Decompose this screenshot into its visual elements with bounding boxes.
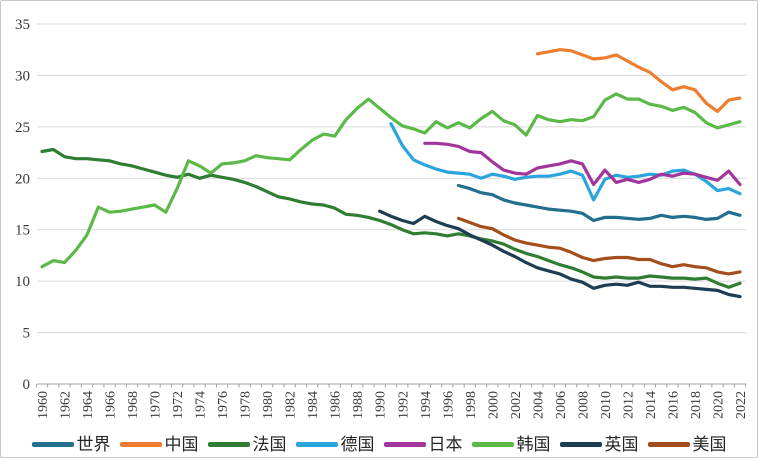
y-tick-label: 25 — [15, 120, 30, 136]
legend-line-swatch-usa — [647, 442, 690, 447]
legend-line-swatch-uk — [559, 442, 602, 447]
legend-item-china: 中国 — [119, 435, 199, 454]
legend-item-usa: 美国 — [647, 435, 727, 454]
x-tick-label: 2020 — [711, 391, 726, 419]
series-line-world — [456, 183, 742, 223]
legend-line-swatch-germany — [295, 442, 338, 447]
y-tick-label: 10 — [15, 274, 30, 290]
x-tick-label: 1992 — [396, 391, 411, 419]
legend-label-japan: 日本 — [428, 435, 463, 454]
x-tick-label: 1976 — [216, 391, 231, 419]
x-tick-label: 1962 — [59, 391, 74, 419]
legend-label-france: 法国 — [252, 435, 287, 454]
y-tick-label: 5 — [23, 326, 31, 342]
x-tick-label: 1960 — [36, 391, 51, 419]
legend-item-france: 法国 — [207, 435, 287, 454]
x-tick-label: 1966 — [104, 391, 119, 419]
x-tick-label: 1978 — [239, 391, 254, 419]
y-tick-label: 35 — [15, 17, 30, 33]
chart-legend: 世界 中国 法国 德国 日本 韩国 英国 美国 — [1, 436, 757, 453]
legend-line-swatch-korea — [471, 442, 514, 447]
legend-item-world: 世界 — [31, 435, 111, 454]
legend-item-uk: 英国 — [559, 435, 639, 454]
y-tick-label: 0 — [23, 377, 31, 393]
x-tick-label: 2022 — [734, 391, 749, 419]
x-tick-label: 2016 — [666, 391, 681, 419]
legend-label-germany: 德国 — [340, 435, 375, 454]
series-line-france — [40, 147, 742, 289]
y-tick-label: 30 — [15, 68, 30, 84]
y-tick-label: 20 — [15, 171, 30, 187]
legend-label-usa: 美国 — [692, 435, 727, 454]
x-tick-label: 1996 — [441, 391, 456, 419]
legend-label-korea: 韩国 — [516, 435, 551, 454]
series-line-usa — [456, 216, 742, 276]
x-tick-label: 1972 — [171, 391, 186, 419]
y-tick-label: 15 — [15, 223, 30, 239]
x-tick-label: 2008 — [576, 391, 591, 419]
legend-item-germany: 德国 — [295, 435, 375, 454]
x-tick-label: 1974 — [194, 391, 209, 419]
x-tick-label: 1982 — [284, 391, 299, 419]
legend-line-swatch-japan — [383, 442, 426, 447]
series-line-uk — [378, 209, 742, 299]
x-tick-label: 1968 — [126, 391, 141, 419]
legend-line-swatch-world — [31, 442, 74, 447]
x-tick-label: 1988 — [351, 391, 366, 419]
x-tick-label: 2000 — [486, 391, 501, 419]
x-tick-label: 1986 — [329, 391, 344, 419]
legend-item-japan: 日本 — [383, 435, 463, 454]
series-line-china — [535, 48, 742, 114]
x-tick-label: 1994 — [419, 391, 434, 419]
legend-line-swatch-france — [207, 442, 250, 447]
legend-label-world: 世界 — [76, 435, 111, 454]
x-tick-label: 1998 — [464, 391, 479, 419]
x-tick-label: 2014 — [644, 391, 659, 419]
series-line-japan — [423, 141, 742, 187]
x-tick-label: 2006 — [554, 391, 569, 419]
x-tick-label: 2004 — [531, 391, 546, 419]
series-line-korea — [40, 92, 742, 269]
x-tick-label: 1970 — [149, 391, 164, 419]
series-line-germany — [389, 122, 742, 202]
x-tick-label: 2018 — [689, 391, 704, 419]
x-tick-label: 1984 — [306, 391, 321, 419]
legend-line-swatch-china — [119, 442, 162, 447]
x-tick-label: 1964 — [81, 391, 96, 419]
legend-label-uk: 英国 — [604, 435, 639, 454]
legend-label-china: 中国 — [164, 435, 199, 454]
x-tick-label: 2012 — [621, 391, 636, 419]
x-tick-label: 1980 — [261, 391, 276, 419]
legend-item-korea: 韩国 — [471, 435, 551, 454]
x-tick-label: 2002 — [509, 391, 524, 419]
x-tick-label: 2010 — [599, 391, 614, 419]
x-tick-label: 1990 — [374, 391, 389, 419]
